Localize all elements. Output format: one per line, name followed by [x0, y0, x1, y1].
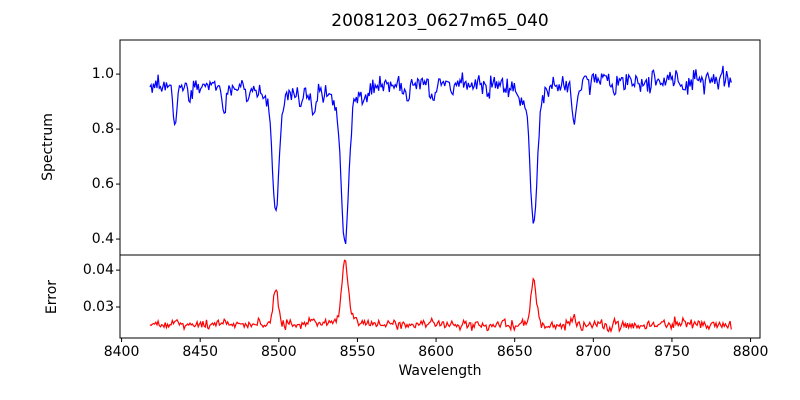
x-tick-label: 8450 [182, 344, 218, 360]
x-tick-label: 8600 [418, 344, 454, 360]
x-axis-label: Wavelength [398, 363, 482, 379]
error-panel-frame [119, 254, 761, 339]
spectrum-panel-frame [119, 39, 761, 256]
x-tick-label: 8750 [654, 344, 690, 360]
y-tick-label: 0.6 [91, 176, 114, 193]
y-tick-label: 1.0 [91, 66, 114, 83]
y-tick-label: 0.03 [82, 299, 114, 315]
y-tick-label: 0.8 [91, 121, 114, 138]
axis-tick-marks [116, 73, 752, 342]
y-tick-label: 0.4 [91, 231, 114, 248]
chart-title: 20081203_0627m65_040 [331, 11, 549, 31]
x-tick-label: 8700 [575, 344, 612, 360]
error-data-line [149, 259, 732, 334]
y-tick-label: 0.04 [82, 262, 114, 279]
x-tick-label: 8550 [339, 344, 376, 360]
x-tick-label: 8650 [496, 344, 533, 360]
x-tick-label: 8500 [260, 344, 297, 360]
spectrum-data-line [149, 65, 732, 244]
x-tick-label: 8800 [732, 344, 769, 360]
x-tick-label: 8400 [103, 344, 140, 360]
